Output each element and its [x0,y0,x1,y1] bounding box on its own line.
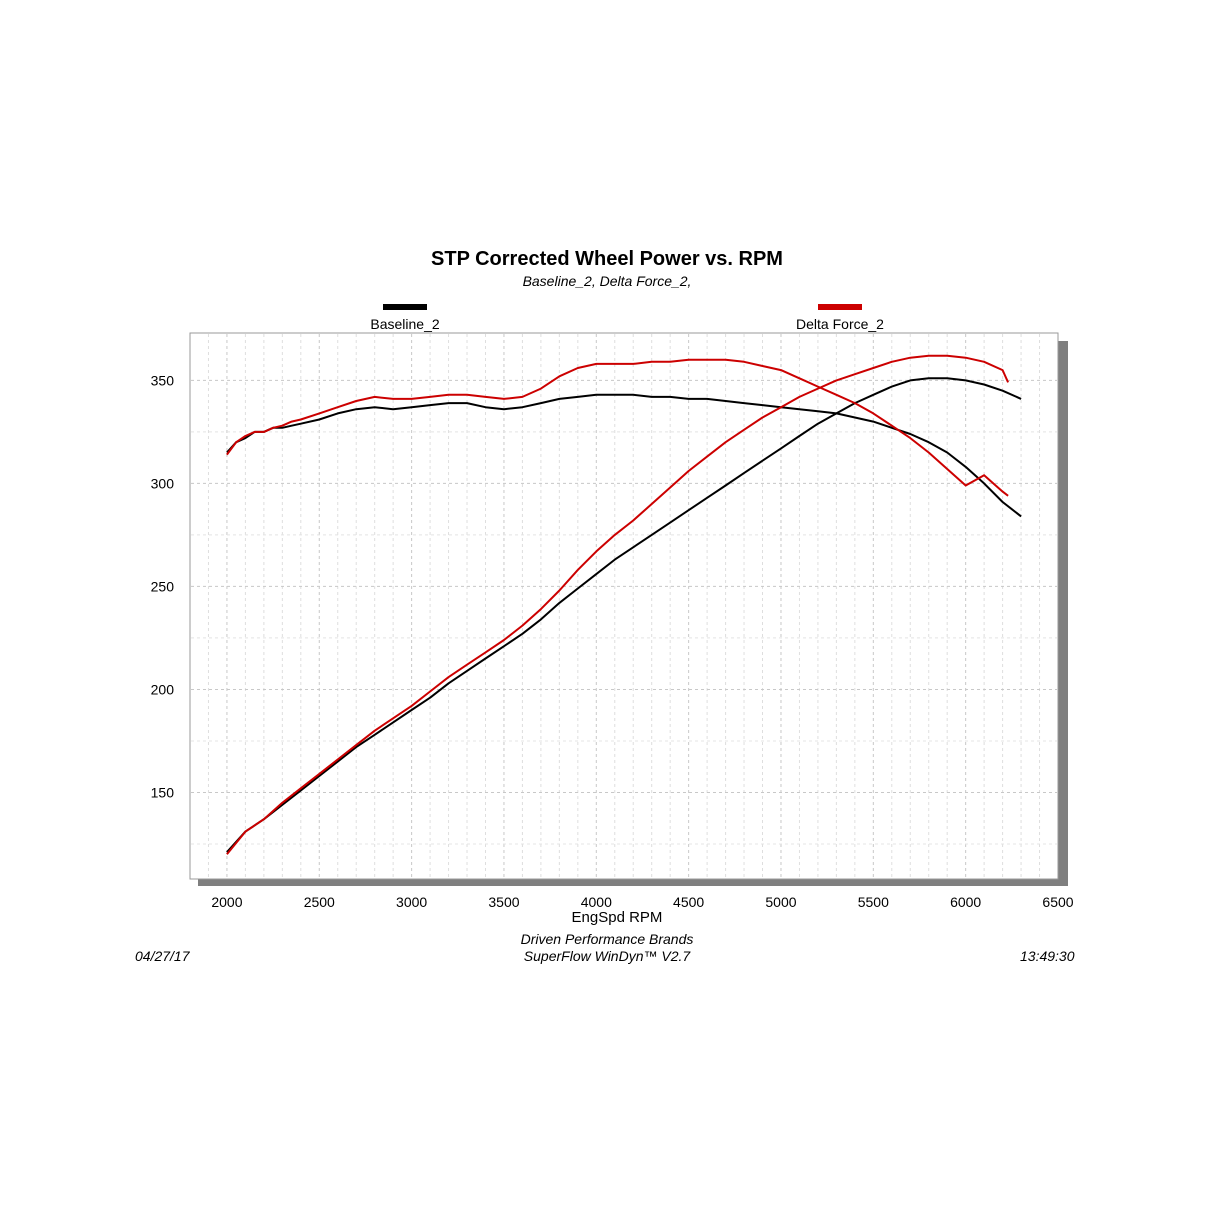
y-tick-label: 250 [151,578,175,594]
x-tick-label: 5000 [765,894,796,910]
series-line-delta-force-2-0 [226,358,1009,497]
x-tick-label: 5500 [858,894,889,910]
legend-swatch [383,304,427,310]
footer-date: 04/27/17 [135,948,190,964]
y-tick-label: 150 [151,784,175,800]
y-tick-label: 200 [151,681,175,697]
x-tick-label: 4000 [581,894,612,910]
series-line-baseline-2-0 [226,393,1022,518]
x-axis-label: EngSpd RPM [572,909,663,926]
x-tick-label: 2500 [304,894,335,910]
y-tick-label: 350 [151,372,175,388]
series-line-delta-force-2-1 [226,354,1010,855]
x-tick-label: 4500 [673,894,704,910]
x-tick-label: 3000 [396,894,427,910]
series-line-baseline-2-1 [226,377,1022,853]
legend-label: Delta Force_2 [796,316,884,332]
chart-title: STP Corrected Wheel Power vs. RPM [431,248,783,270]
footer-credit-line1: Driven Performance Brands [520,931,694,947]
x-tick-label: 6000 [950,894,981,910]
chart-subtitle: Baseline_2, Delta Force_2, [522,273,692,289]
footer-time: 13:49:30 [1020,948,1075,964]
x-tick-labels: 2000 2500 3000 3500 4000 4500 5000 5500 6000 6500 [211,894,1073,910]
x-tick-label: 2000 [211,894,242,910]
legend-swatch [818,304,862,310]
x-tick-label: 6500 [1042,894,1073,910]
legend: Baseline_2 Delta Force_2 [370,304,884,332]
plot-area [189,332,1059,880]
series-lines [226,354,1022,855]
y-tick-labels: 150 200 250 300 350 [151,372,175,800]
footer-credit-line2: SuperFlow WinDyn™ V2.7 [523,948,691,964]
x-tick-label: 3500 [488,894,519,910]
legend-label: Baseline_2 [370,316,439,332]
y-tick-label: 300 [151,475,175,491]
